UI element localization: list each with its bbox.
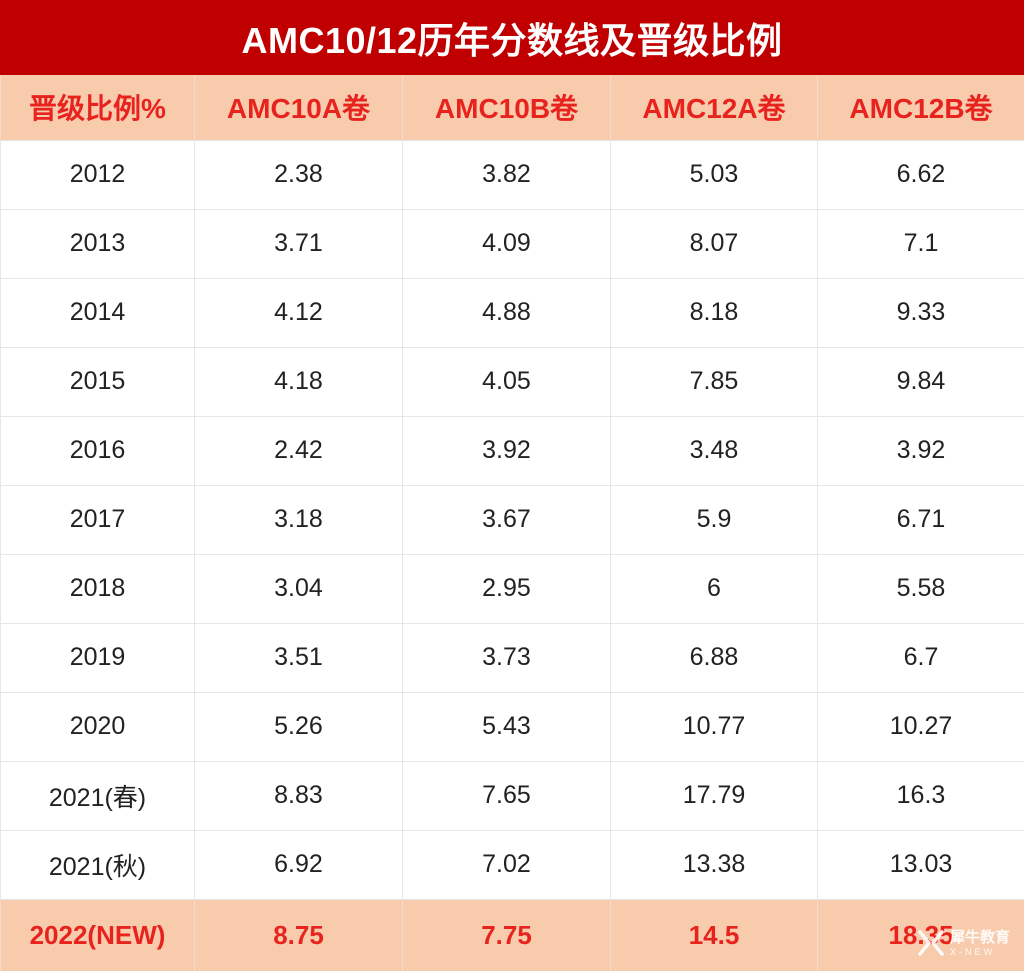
table-row: 2015 4.18 4.05 7.85 9.84 [1, 347, 1024, 416]
amc10a-cell: 4.18 [195, 347, 403, 416]
amc10b-cell: 4.09 [403, 209, 611, 278]
table-row: 2018 3.04 2.95 6 5.58 [1, 554, 1024, 623]
amc12a-cell: 8.07 [611, 209, 818, 278]
amc10a-cell: 8.75 [195, 899, 403, 971]
table-header-row: 晋级比例% AMC10A卷 AMC10B卷 AMC12A卷 AMC12B卷 [1, 75, 1024, 140]
year-cell: 2014 [1, 278, 195, 347]
table-row: 2017 3.18 3.67 5.9 6.71 [1, 485, 1024, 554]
amc12a-cell: 13.38 [611, 830, 818, 899]
year-cell: 2013 [1, 209, 195, 278]
amc10b-cell: 3.82 [403, 140, 611, 209]
amc12a-cell: 5.03 [611, 140, 818, 209]
page-title: AMC10/12历年分数线及晋级比例 [0, 0, 1024, 75]
amc10b-cell: 3.73 [403, 623, 611, 692]
table-row: 2014 4.12 4.88 8.18 9.33 [1, 278, 1024, 347]
amc12b-cell: 6.7 [818, 623, 1024, 692]
year-cell: 2017 [1, 485, 195, 554]
year-cell: 2022(NEW) [1, 899, 195, 971]
amc12b-cell: 16.3 [818, 761, 1024, 830]
amc12b-cell: 9.84 [818, 347, 1024, 416]
year-cell: 2021(春) [1, 761, 195, 830]
amc12b-cell: 6.62 [818, 140, 1024, 209]
qualification-ratio-table: 晋级比例% AMC10A卷 AMC10B卷 AMC12A卷 AMC12B卷 20… [0, 75, 1024, 971]
amc12b-cell: 6.71 [818, 485, 1024, 554]
amc10b-cell: 3.67 [403, 485, 611, 554]
amc10a-cell: 2.42 [195, 416, 403, 485]
amc12a-cell: 10.77 [611, 692, 818, 761]
amc10b-cell: 4.05 [403, 347, 611, 416]
table-row: 2013 3.71 4.09 8.07 7.1 [1, 209, 1024, 278]
amc10a-cell: 4.12 [195, 278, 403, 347]
amc12a-cell: 5.9 [611, 485, 818, 554]
amc10a-cell: 3.18 [195, 485, 403, 554]
year-cell: 2015 [1, 347, 195, 416]
amc10b-cell: 4.88 [403, 278, 611, 347]
year-cell: 2018 [1, 554, 195, 623]
amc10a-cell: 3.04 [195, 554, 403, 623]
header-amc12a: AMC12A卷 [611, 75, 818, 140]
brand-watermark: 犀牛教育 X-NEW [916, 923, 1020, 963]
amc12b-cell: 5.58 [818, 554, 1024, 623]
amc10b-cell: 5.43 [403, 692, 611, 761]
watermark-name: 犀牛教育 [950, 930, 1010, 945]
amc10b-cell: 7.75 [403, 899, 611, 971]
amc12a-cell: 3.48 [611, 416, 818, 485]
amc10a-cell: 2.38 [195, 140, 403, 209]
amc10b-cell: 2.95 [403, 554, 611, 623]
year-cell: 2016 [1, 416, 195, 485]
amc10a-cell: 6.92 [195, 830, 403, 899]
amc12a-cell: 7.85 [611, 347, 818, 416]
table-row: 2019 3.51 3.73 6.88 6.7 [1, 623, 1024, 692]
table-row: 2012 2.38 3.82 5.03 6.62 [1, 140, 1024, 209]
amc12a-cell: 14.5 [611, 899, 818, 971]
amc12a-cell: 6.88 [611, 623, 818, 692]
amc10b-cell: 3.92 [403, 416, 611, 485]
amc12b-cell: 9.33 [818, 278, 1024, 347]
watermark-subtext: X-NEW [950, 948, 1010, 957]
amc12a-cell: 8.18 [611, 278, 818, 347]
table-row: 2016 2.42 3.92 3.48 3.92 [1, 416, 1024, 485]
amc10a-cell: 3.71 [195, 209, 403, 278]
amc12b-cell: 10.27 [818, 692, 1024, 761]
amc10a-cell: 8.83 [195, 761, 403, 830]
amc12b-cell: 3.92 [818, 416, 1024, 485]
header-amc12b: AMC12B卷 [818, 75, 1024, 140]
header-ratio: 晋级比例% [1, 75, 195, 140]
amc10b-cell: 7.02 [403, 830, 611, 899]
amc10b-cell: 7.65 [403, 761, 611, 830]
amc12b-cell: 13.03 [818, 830, 1024, 899]
amc12b-cell: 7.1 [818, 209, 1024, 278]
table-row: 2021(秋) 6.92 7.02 13.38 13.03 [1, 830, 1024, 899]
year-cell: 2019 [1, 623, 195, 692]
year-cell: 2012 [1, 140, 195, 209]
year-cell: 2021(秋) [1, 830, 195, 899]
amc10a-cell: 5.26 [195, 692, 403, 761]
year-cell: 2020 [1, 692, 195, 761]
amc10a-cell: 3.51 [195, 623, 403, 692]
header-amc10b: AMC10B卷 [403, 75, 611, 140]
table-row: 2021(春) 8.83 7.65 17.79 16.3 [1, 761, 1024, 830]
amc12a-cell: 17.79 [611, 761, 818, 830]
amc12a-cell: 6 [611, 554, 818, 623]
header-amc10a: AMC10A卷 [195, 75, 403, 140]
table-row: 2020 5.26 5.43 10.77 10.27 [1, 692, 1024, 761]
x-new-logo-icon [916, 928, 946, 958]
highlight-row-2022: 2022(NEW) 8.75 7.75 14.5 18.35 [1, 899, 1024, 971]
